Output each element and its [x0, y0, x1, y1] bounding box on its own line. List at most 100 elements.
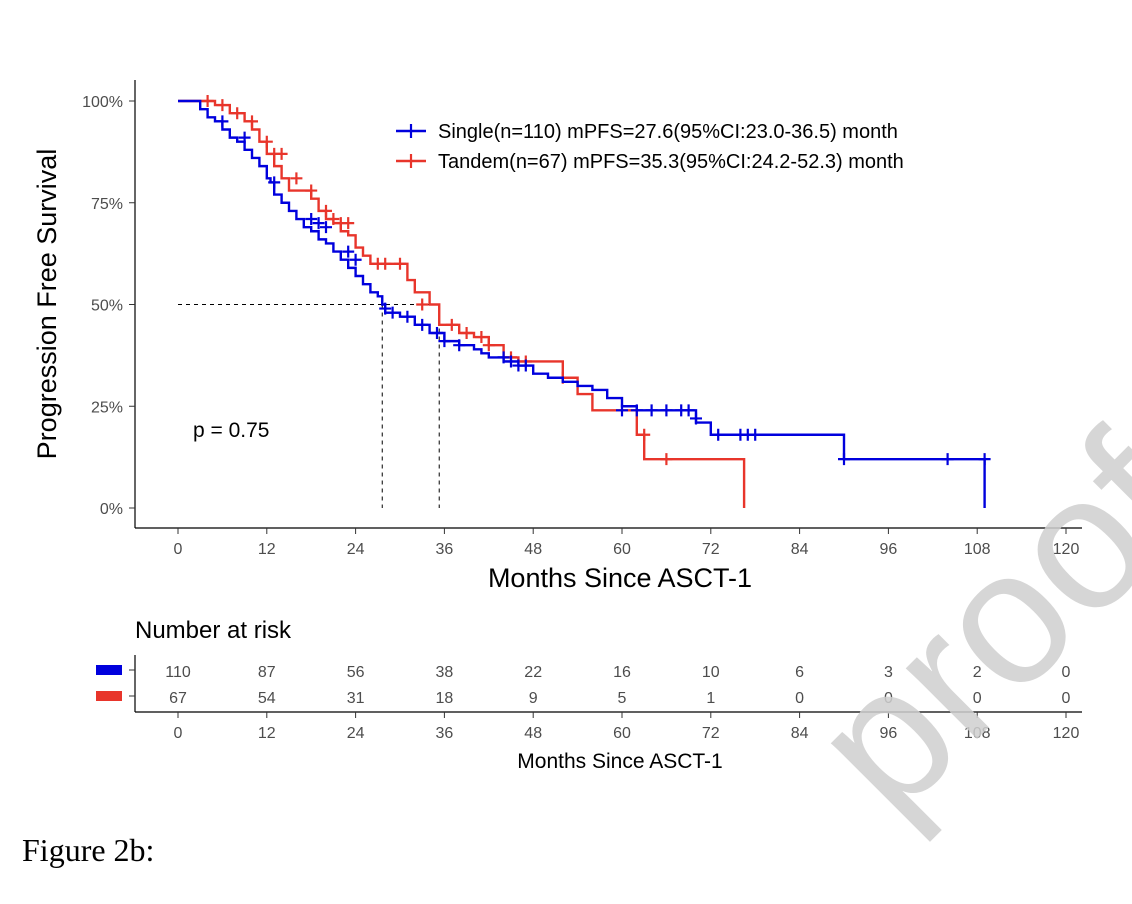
censor-mark: [216, 115, 229, 128]
censor-mark: [320, 221, 332, 234]
censor-mark: [749, 428, 762, 441]
censor-mark: [660, 453, 673, 466]
censor-mark: [305, 213, 318, 226]
censor-mark: [379, 257, 392, 270]
risk-row-swatch: [96, 691, 122, 701]
censor-mark: [379, 302, 392, 315]
censor-mark: [690, 412, 702, 425]
risk-x-tick-label: 72: [702, 725, 720, 742]
censor-mark: [431, 326, 443, 339]
x-tick-label: 96: [880, 541, 898, 558]
censor-mark: [386, 306, 399, 319]
risk-cell: 110: [165, 664, 191, 681]
survival-curves: [178, 95, 991, 508]
censor-mark: [453, 339, 466, 352]
risk-x-tick-label: 108: [964, 725, 991, 742]
x-tick-label: 60: [613, 541, 631, 558]
censor-mark: [438, 335, 451, 348]
censor-mark: [616, 404, 628, 417]
y-tick-label: 75%: [91, 196, 123, 213]
risk-cell: 5: [618, 690, 627, 707]
survival-curve: [178, 99, 986, 508]
risk-cell: 10: [702, 664, 720, 681]
y-ticks: 0% 25% 50% 75% 100%: [82, 94, 135, 518]
censor-mark: [268, 176, 281, 189]
risk-cell: 0: [884, 690, 893, 707]
censor-mark: [630, 404, 643, 417]
legend-label: Single(n=110) mPFS=27.6(95%CI:23.0-36.5)…: [438, 121, 898, 143]
figure-caption: Figure 2b:: [22, 832, 155, 868]
risk-cell: 54: [258, 690, 276, 707]
risk-x-tick-label: 96: [880, 725, 898, 742]
risk-cell: 2: [973, 664, 982, 681]
censor-mark: [349, 253, 362, 266]
legend-label: Tandem(n=67) mPFS=35.3(95%CI:24.2-52.3) …: [438, 151, 904, 173]
x-ticks: 0 12 24 36 48 60 72 84 96 108 120: [174, 528, 1080, 558]
risk-x-tick-label: 60: [613, 725, 631, 742]
y-tick-label: 25%: [91, 399, 123, 416]
risk-x-tick-label: 84: [791, 725, 809, 742]
x-tick-label: 72: [702, 541, 720, 558]
censor-mark: [260, 135, 273, 148]
censor-mark: [660, 404, 673, 417]
x-tick-label: 48: [524, 541, 542, 558]
x-tick-label: 108: [964, 541, 991, 558]
risk-cell: 67: [169, 690, 187, 707]
risk-cell: 0: [1062, 664, 1071, 681]
censor-mark: [246, 115, 258, 128]
censor-mark: [275, 147, 288, 160]
median-lines: [178, 304, 440, 508]
censor-mark: [638, 428, 651, 441]
risk-x-axis-title: Months Since ASCT-1: [517, 750, 722, 773]
censor-mark: [482, 339, 495, 352]
risk-x-tick-label: 120: [1053, 725, 1080, 742]
risk-cell: 6: [795, 664, 804, 681]
x-axis-title: Months Since ASCT-1: [488, 563, 752, 593]
y-tick-label: 50%: [91, 298, 123, 315]
censor-mark: [682, 404, 695, 417]
y-axis-title: Progression Free Survival: [32, 149, 62, 460]
censor-mark: [320, 204, 332, 217]
censor-mark: [416, 298, 429, 311]
censor-mark: [416, 318, 429, 331]
risk-cell: 18: [436, 690, 454, 707]
y-tick-label: 0%: [100, 501, 123, 518]
risk-x-tick-label: 36: [436, 725, 454, 742]
legend: Single(n=110) mPFS=27.6(95%CI:23.0-36.5)…: [396, 121, 904, 173]
censor-mark: [327, 213, 340, 226]
censor-mark: [201, 95, 214, 107]
censor-mark: [497, 351, 510, 364]
risk-cell: 0: [1062, 690, 1071, 707]
censor-mark: [394, 257, 406, 270]
risk-row-swatch: [96, 665, 122, 675]
risk-x-tick-label: 12: [258, 725, 276, 742]
risk-cell: 9: [529, 690, 538, 707]
risk-cell: 38: [436, 664, 454, 681]
x-tick-label: 84: [791, 541, 809, 558]
censor-mark: [475, 331, 488, 344]
censor-mark: [445, 318, 458, 331]
censor-mark: [519, 359, 532, 372]
risk-cell: 0: [973, 690, 982, 707]
censor-mark: [290, 172, 303, 185]
risk-x-tick-label: 48: [524, 725, 542, 742]
censor-mark: [342, 217, 355, 230]
risk-table: 110 87 56 38 22 16 10 6 3 2 067 54 31 18 9 5 1 0 0 0 00 12 24 3…: [96, 664, 1079, 742]
censor-mark: [460, 326, 473, 339]
censor-mark: [978, 453, 991, 466]
x-tick-label: 36: [436, 541, 454, 558]
censor-mark: [342, 245, 355, 258]
censor-mark: [712, 428, 725, 441]
censor-mark: [401, 310, 414, 323]
risk-cell: 31: [347, 690, 365, 707]
y-tick-label: 100%: [82, 94, 123, 111]
risk-cell: 0: [795, 690, 804, 707]
censor-mark: [231, 107, 244, 120]
censor-mark: [505, 355, 517, 368]
risk-x-tick-label: 24: [347, 725, 365, 742]
censor-mark: [941, 453, 954, 466]
p-value-annotation: p = 0.75: [193, 419, 269, 442]
censor-mark: [645, 404, 658, 417]
x-tick-label: 120: [1053, 541, 1080, 558]
